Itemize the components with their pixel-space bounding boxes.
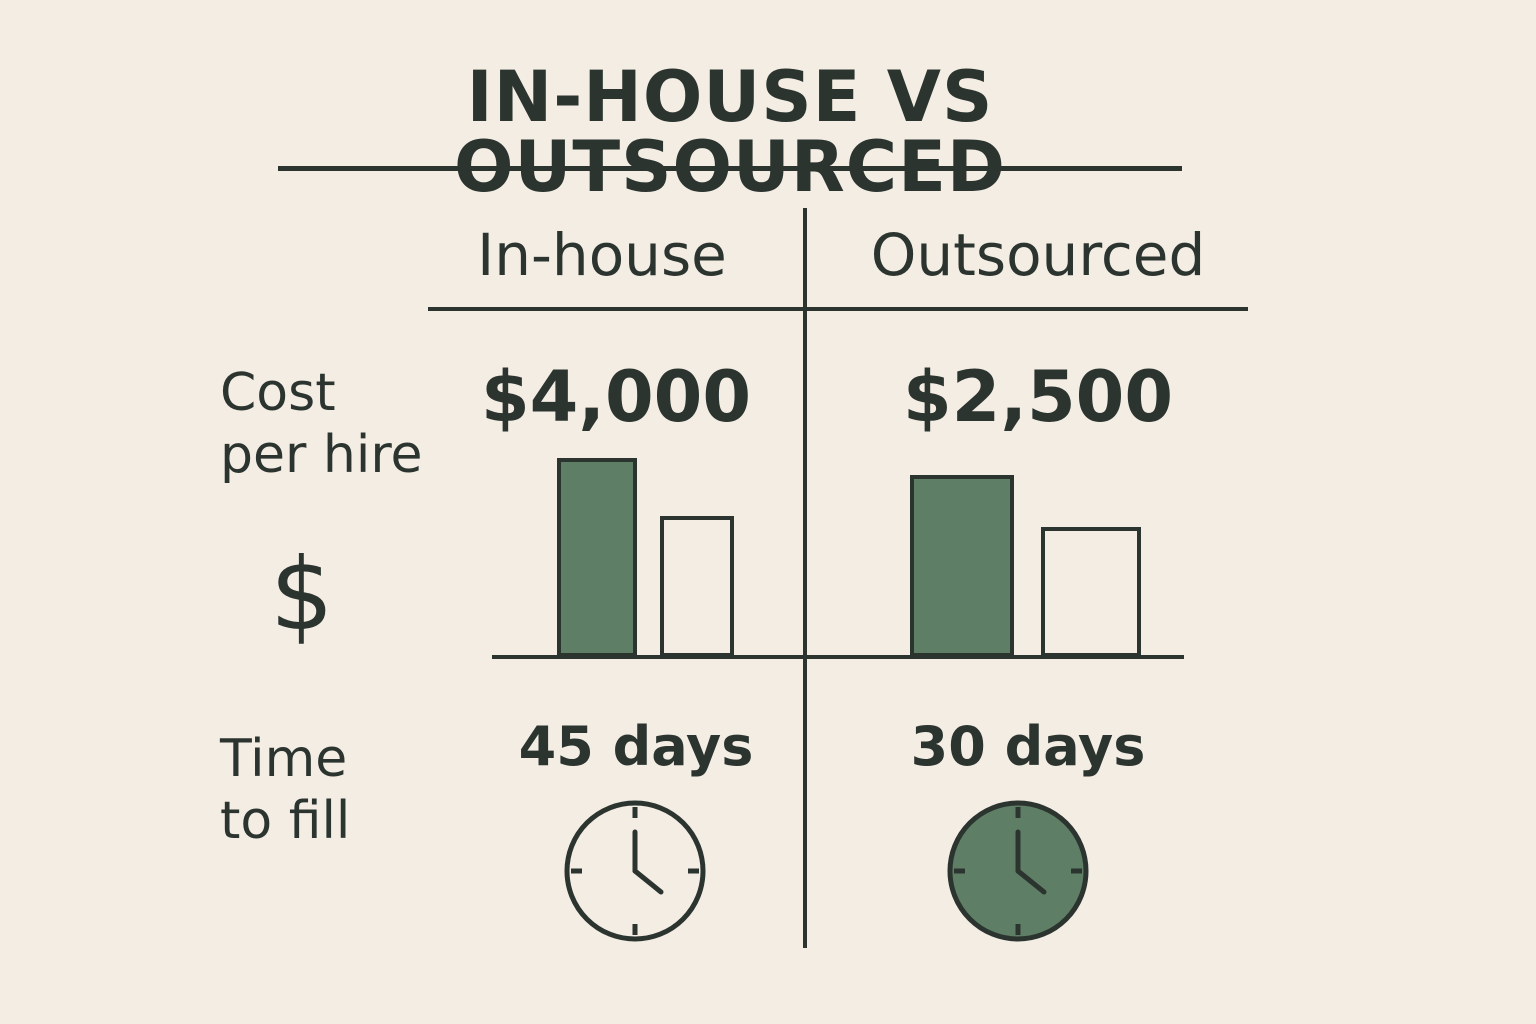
outsourced-bar-filled <box>910 475 1014 657</box>
dollar-icon: $ <box>270 536 334 653</box>
bar-baseline <box>492 655 1184 659</box>
clock-icon <box>564 800 706 942</box>
title-underline <box>278 166 1182 171</box>
header-divider <box>428 307 1248 311</box>
outsourced-bar-outline <box>1041 527 1141 657</box>
column-divider <box>803 208 807 948</box>
in-house-cost: $4,000 <box>480 356 752 438</box>
column-header-in-house: In-house <box>477 221 727 289</box>
in-house-bar-filled <box>557 458 637 657</box>
row-label-time-line2: to fill <box>220 791 351 852</box>
in-house-bar-outline <box>660 516 734 657</box>
clock-icon-filled <box>947 800 1089 942</box>
row-label-cost-line1: Cost <box>220 363 336 423</box>
outsourced-time: 30 days <box>910 715 1146 778</box>
in-house-time: 45 days <box>518 715 754 778</box>
column-header-outsourced: Outsourced <box>870 221 1206 289</box>
row-label-cost: Cost per hire <box>220 362 423 487</box>
page-title: IN-HOUSE VS OUTSOURCED <box>453 56 1007 208</box>
outsourced-cost: $2,500 <box>902 356 1174 438</box>
row-label-time: Time to fill <box>220 728 350 853</box>
row-label-cost-line2: per hire <box>220 425 423 486</box>
row-label-time-line1: Time <box>220 729 348 789</box>
